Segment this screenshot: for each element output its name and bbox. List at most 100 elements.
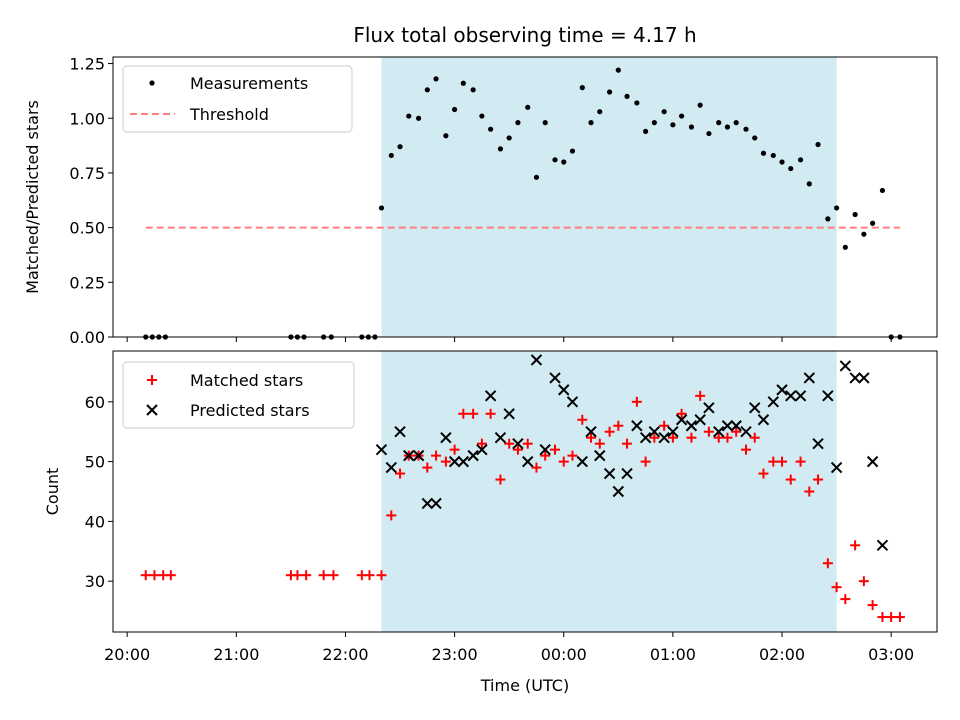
predicted-stars-point: [658, 431, 670, 444]
measurements-point: [488, 126, 494, 132]
predicted-stars-point-d2: [812, 437, 824, 450]
predicted-stars-point: [740, 426, 752, 438]
predicted-stars-point-d2: [667, 426, 679, 438]
predicted-stars-point: [648, 426, 661, 438]
matched-stars-point: [850, 540, 861, 551]
measurements-point: [634, 100, 640, 106]
predicted-stars-point-d2: [440, 431, 452, 444]
measurements-point: [879, 187, 886, 194]
legend-top: Measurements Threshold: [122, 65, 353, 133]
predicted-stars-point: [639, 431, 652, 444]
measurements-point: [670, 122, 676, 128]
matched-stars-point: [631, 396, 642, 407]
predicted-stars-point-d2: [785, 390, 797, 402]
matched-stars-point: [495, 474, 506, 485]
y-tick-label-top: 0.75: [69, 164, 105, 183]
predicted-stars-point-d2: [713, 426, 725, 438]
measurements-point: [561, 159, 567, 165]
ratio-marks: [143, 67, 903, 340]
predicted-stars-point-d2: [658, 431, 670, 444]
measurements-point: [615, 67, 621, 73]
x-axis-label: Time (UTC): [480, 676, 569, 695]
predicted-stars-point: [612, 485, 625, 498]
measurements-point: [716, 120, 722, 126]
predicted-stars-point-d2: [730, 420, 742, 432]
predicted-stars-point-d2: [448, 455, 461, 468]
predicted-stars-point-d2: [558, 384, 570, 396]
predicted-stars-point-d2: [603, 467, 616, 480]
predicted-stars-point-d2: [685, 420, 698, 432]
predicted-stars-point: [484, 390, 497, 402]
measurements-point: [479, 113, 485, 119]
matched-stars-point: [149, 570, 160, 581]
predicted-stars-point-d2: [594, 449, 606, 462]
matched-stars-point: [703, 426, 714, 437]
x-tick-label: 01:00: [650, 645, 696, 664]
measurements-point: [779, 159, 785, 165]
predicted-stars-point-d2: [566, 396, 579, 408]
matched-stars-point: [768, 456, 779, 467]
measurements-point: [825, 216, 831, 222]
panel-counts: 30 40 50 60 20:00 21:00 22:00 23:00 00:00 01:00 0…: [43, 350, 938, 695]
matched-stars-point: [795, 456, 806, 467]
legend-label-predicted-stars: Predicted stars: [190, 401, 310, 420]
measurements-point: [661, 109, 667, 115]
predicted-stars-point: [549, 372, 561, 384]
measurements-point: [624, 93, 630, 99]
measurements-point: [569, 148, 576, 154]
predicted-stars-point-d2: [576, 455, 589, 468]
predicted-stars-point: [621, 467, 633, 480]
predicted-stars-point: [858, 372, 870, 384]
predicted-stars-point-d2: [549, 372, 561, 384]
measurements-point: [415, 115, 422, 121]
matched-stars-point: [604, 426, 615, 437]
predicted-stars-point-d2: [675, 414, 688, 426]
predicted-stars-point-d2: [749, 402, 761, 414]
matched-stars-point: [695, 390, 706, 401]
predicted-stars-point-d2: [375, 443, 388, 456]
predicted-stars-point-d2: [512, 437, 524, 450]
measurements-point: [679, 113, 685, 119]
matched-stars-point: [140, 570, 151, 581]
predicted-stars-point-d2: [866, 455, 879, 468]
predicted-stars-point-d2: [631, 420, 643, 432]
predicted-stars-point: [430, 497, 442, 510]
predicted-stars-point-d2: [612, 485, 625, 498]
matched-stars-point: [567, 450, 578, 461]
predicted-stars-point-d2: [457, 455, 470, 468]
predicted-stars-point-d2: [767, 396, 779, 408]
measurements-point: [797, 157, 804, 163]
observing-window-shade-bottom: [381, 351, 837, 632]
x-tick-label: 20:00: [104, 645, 150, 664]
legend-label-matched-stars: Matched stars: [190, 371, 303, 390]
measurements-point: [579, 85, 585, 91]
matched-stars-point: [364, 570, 375, 581]
measurements-point: [833, 205, 840, 211]
predicted-stars-point-d2: [721, 420, 734, 432]
measurements-point: [788, 165, 794, 172]
predicted-stars-point-d2: [421, 497, 434, 510]
matched-stars-point: [301, 570, 312, 581]
predicted-stars-point: [603, 467, 616, 480]
matched-stars-point: [440, 456, 451, 467]
panel-ratio: 0.00 0.25 0.50 0.75 1.00 1.25 Matched/Predict…: [23, 55, 938, 347]
measurements-point: [424, 87, 430, 93]
y-axis-label-top: Matched/Predicted stars: [23, 100, 42, 294]
predicted-stars-point: [757, 414, 770, 426]
observing-window-shade-top: [381, 57, 837, 337]
predicted-stars-point: [631, 420, 643, 432]
legend-bottom: Matched stars Predicted stars: [122, 361, 355, 429]
matched-stars-point: [292, 570, 303, 581]
matched-stars-point: [894, 612, 905, 623]
matched-stars-point: [504, 438, 515, 449]
measurements-point: [597, 109, 603, 115]
measurements-point: [552, 157, 558, 163]
predicted-stars-point: [822, 390, 834, 402]
predicted-stars-point: [585, 426, 597, 438]
predicted-stars-point: [767, 396, 779, 408]
matched-stars-point: [813, 474, 824, 485]
measurements-point: [651, 120, 657, 126]
predicted-stars-point-d2: [740, 426, 752, 438]
predicted-stars-point-d2: [822, 390, 834, 402]
predicted-stars-point: [794, 390, 807, 402]
